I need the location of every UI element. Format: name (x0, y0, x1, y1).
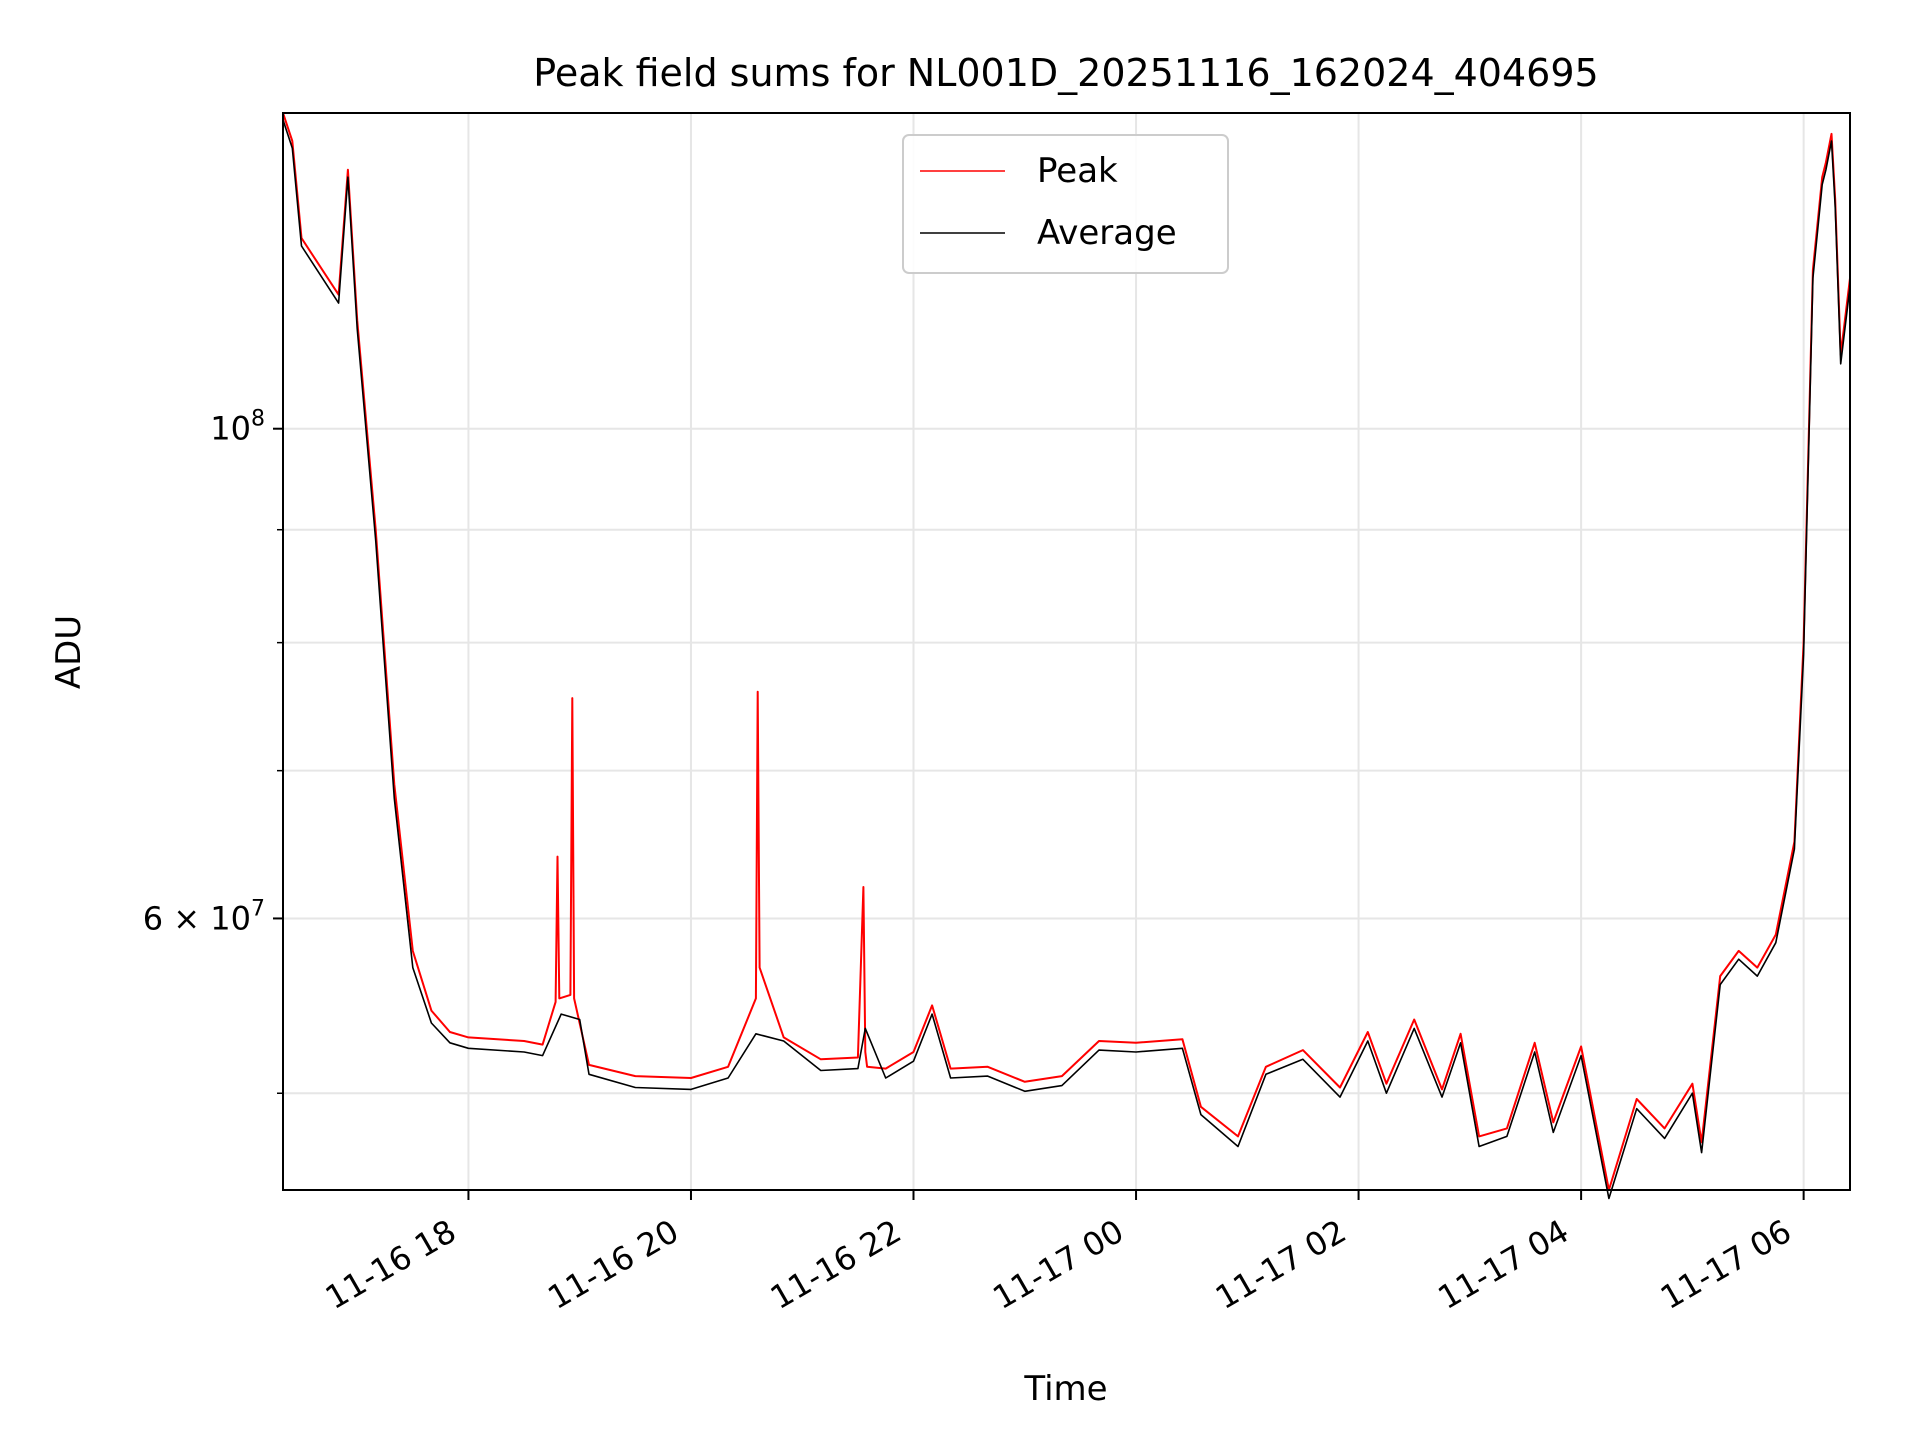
legend: Peak Average (902, 134, 1229, 274)
y-axis-label: ADU (49, 615, 89, 689)
y-tick-label-base: 10 (210, 410, 251, 448)
y-tick-label-exponent: 8 (251, 407, 265, 432)
series-line-average (282, 119, 1851, 1200)
y-tick-label: 108 (210, 407, 265, 448)
y-tick-label: 6 × 107 (143, 896, 265, 937)
x-axis-label: Time (1023, 1369, 1107, 1409)
legend-label-average: Average (1037, 213, 1177, 253)
chart-title: Peak field sums for NL001D_20251116_1620… (533, 51, 1598, 95)
y-tick-label-exponent: 7 (251, 896, 265, 921)
legend-label-peak: Peak (1037, 151, 1118, 191)
series-line-peak (282, 112, 1851, 1191)
legend-box (902, 134, 1229, 274)
grid-layer (283, 113, 1850, 1190)
series-layer (282, 112, 1851, 1200)
y-tick-label-base: 6 × 10 (143, 899, 251, 937)
plot-frame (282, 112, 1851, 1191)
